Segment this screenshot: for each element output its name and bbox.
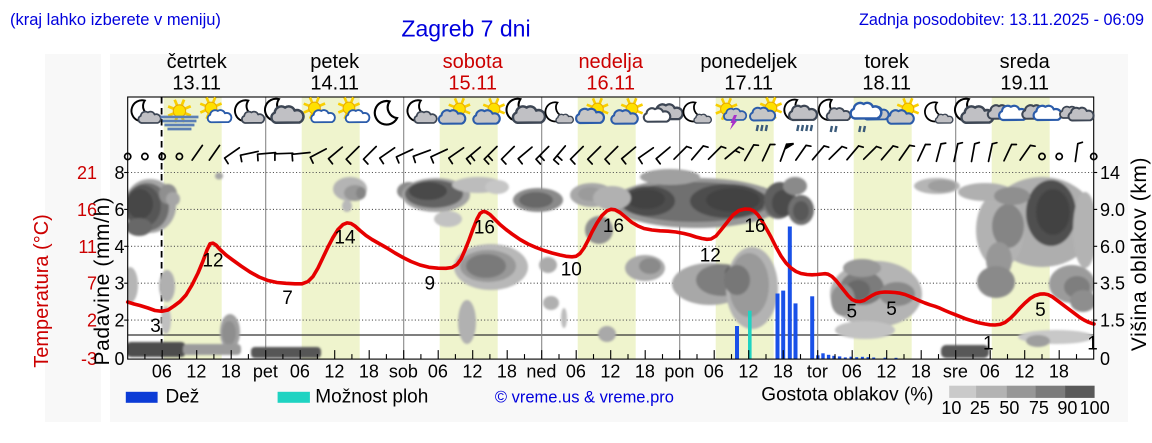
svg-text:13.11: 13.11 (172, 73, 221, 95)
svg-text:(kraj lahko izberete v meniju): (kraj lahko izberete v meniju) (10, 11, 221, 29)
svg-text:10: 10 (941, 398, 961, 418)
svg-text:5: 5 (847, 302, 858, 323)
svg-text:18: 18 (773, 362, 793, 382)
svg-text:tor: tor (807, 362, 828, 382)
svg-text:sreda: sreda (1000, 51, 1051, 73)
svg-text:4: 4 (114, 237, 124, 257)
svg-text:16.11: 16.11 (586, 73, 635, 95)
svg-text:sob: sob (389, 362, 418, 382)
svg-text:9.0: 9.0 (1100, 200, 1125, 220)
svg-text:6.0: 6.0 (1100, 237, 1125, 257)
svg-text:pon: pon (664, 362, 694, 382)
svg-text:sre: sre (943, 362, 968, 382)
svg-text:16: 16 (474, 218, 495, 239)
svg-text:nedelja: nedelja (578, 51, 643, 73)
svg-text:-3: -3 (81, 349, 97, 369)
svg-text:50: 50 (999, 398, 1019, 418)
svg-text:06: 06 (566, 362, 586, 382)
svg-text:18.11: 18.11 (862, 73, 911, 95)
svg-text:2: 2 (87, 311, 97, 331)
svg-text:ponedeljek: ponedeljek (700, 51, 798, 73)
svg-text:18: 18 (497, 362, 517, 382)
svg-text:Gostota oblakov (%): Gostota oblakov (%) (761, 385, 933, 406)
svg-text:© vreme.us & vreme.pro: © vreme.us & vreme.pro (495, 389, 674, 407)
svg-text:Dež: Dež (166, 387, 200, 408)
svg-text:12: 12 (186, 362, 206, 382)
svg-text:18: 18 (221, 362, 241, 382)
svg-text:Možnost ploh: Možnost ploh (315, 387, 428, 408)
svg-text:5: 5 (886, 299, 897, 320)
svg-text:Temperatura (°C): Temperatura (°C) (31, 214, 53, 368)
svg-text:torek: torek (864, 51, 909, 73)
svg-text:12: 12 (1014, 362, 1034, 382)
svg-text:Zagreb 7 dni: Zagreb 7 dni (401, 16, 530, 42)
svg-text:ned: ned (526, 362, 556, 382)
svg-text:12: 12 (738, 362, 758, 382)
svg-text:8: 8 (114, 163, 124, 183)
svg-text:10: 10 (561, 260, 582, 281)
svg-text:Višina oblakov (km): Višina oblakov (km) (1128, 157, 1151, 351)
svg-text:0: 0 (1100, 349, 1110, 369)
svg-text:17.11: 17.11 (724, 73, 773, 95)
svg-text:18: 18 (911, 362, 931, 382)
svg-text:3: 3 (150, 316, 161, 337)
svg-text:5: 5 (1035, 300, 1046, 321)
svg-text:7: 7 (282, 288, 293, 309)
svg-text:16: 16 (744, 216, 765, 237)
svg-text:14: 14 (334, 228, 356, 249)
svg-text:7: 7 (87, 274, 97, 294)
svg-text:19.11: 19.11 (1000, 73, 1049, 95)
svg-text:12: 12 (462, 362, 482, 382)
svg-text:06: 06 (704, 362, 724, 382)
svg-text:12: 12 (700, 246, 721, 267)
svg-text:6: 6 (114, 200, 124, 220)
svg-text:3: 3 (114, 274, 124, 294)
svg-text:sobota: sobota (443, 51, 504, 73)
svg-text:16: 16 (603, 216, 624, 237)
svg-text:Zadnja posodobitev: 13.11.2025: Zadnja posodobitev: 13.11.2025 - 06:09 (859, 11, 1144, 29)
svg-text:3.5: 3.5 (1100, 274, 1125, 294)
svg-text:0: 0 (114, 349, 124, 369)
svg-text:21: 21 (77, 163, 97, 183)
svg-text:06: 06 (428, 362, 448, 382)
svg-text:16: 16 (77, 200, 97, 220)
svg-text:petek: petek (310, 51, 360, 73)
svg-text:1.5: 1.5 (1100, 311, 1125, 331)
svg-text:06: 06 (152, 362, 172, 382)
svg-text:06: 06 (290, 362, 310, 382)
svg-text:Padavine (mm/h): Padavine (mm/h) (91, 197, 114, 366)
svg-text:18: 18 (635, 362, 655, 382)
svg-text:25: 25 (970, 398, 990, 418)
svg-text:18: 18 (359, 362, 379, 382)
svg-text:18: 18 (1049, 362, 1069, 382)
svg-text:100: 100 (1080, 398, 1110, 418)
svg-text:2: 2 (114, 311, 124, 331)
svg-text:12: 12 (876, 362, 896, 382)
svg-text:14: 14 (1100, 163, 1120, 183)
svg-text:14.11: 14.11 (310, 73, 359, 95)
svg-text:9: 9 (425, 274, 436, 295)
svg-text:11: 11 (78, 237, 97, 257)
svg-text:06: 06 (980, 362, 1000, 382)
svg-text:75: 75 (1029, 398, 1049, 418)
svg-text:1: 1 (983, 334, 994, 355)
svg-text:1: 1 (1087, 334, 1098, 355)
svg-text:06: 06 (842, 362, 862, 382)
svg-text:12: 12 (600, 362, 620, 382)
svg-text:15.11: 15.11 (448, 73, 497, 95)
svg-text:90: 90 (1057, 398, 1077, 418)
svg-text:pet: pet (253, 362, 278, 382)
svg-text:12: 12 (324, 362, 344, 382)
svg-text:12: 12 (202, 251, 223, 272)
svg-text:četrtek: četrtek (167, 51, 228, 73)
